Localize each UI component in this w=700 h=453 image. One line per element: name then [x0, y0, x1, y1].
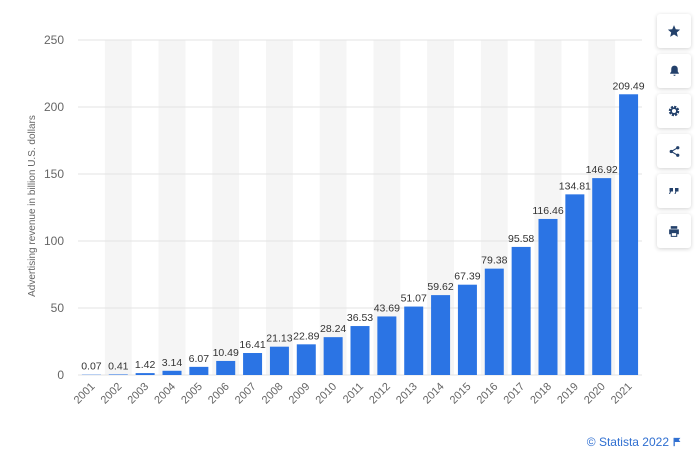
- y-axis-title: Advertising revenue in billion U.S. doll…: [27, 115, 38, 297]
- bar[interactable]: [538, 218, 558, 375]
- y-tick-label: 50: [51, 301, 65, 315]
- x-tick-label: 2014: [421, 381, 447, 407]
- x-tick-label: 2004: [152, 381, 178, 407]
- bar-value-label: 67.39: [454, 271, 480, 283]
- background-band: [212, 40, 240, 375]
- background-band: [319, 40, 347, 375]
- bar-value-label: 209.49: [613, 80, 645, 92]
- bar-value-label: 6.07: [189, 353, 210, 365]
- print-button[interactable]: [657, 214, 691, 248]
- bar[interactable]: [565, 194, 585, 375]
- y-tick-label: 250: [44, 33, 64, 47]
- y-tick-label: 150: [44, 167, 64, 181]
- x-tick-label: 2015: [448, 381, 474, 407]
- credit-text: © Statista 2022: [586, 435, 669, 449]
- favorite-button[interactable]: [657, 14, 691, 48]
- bar[interactable]: [511, 246, 531, 375]
- bar-value-label: 43.69: [374, 302, 400, 314]
- bar[interactable]: [269, 346, 289, 375]
- bar[interactable]: [135, 373, 155, 375]
- x-tick-label: 2018: [528, 381, 554, 407]
- notification-button[interactable]: [657, 54, 691, 88]
- x-tick-label: 2003: [125, 381, 151, 407]
- bar-value-label: 79.38: [481, 255, 507, 267]
- background-band: [266, 40, 293, 375]
- x-tick-label: 2006: [206, 381, 232, 407]
- bar-value-label: 146.92: [586, 164, 618, 176]
- x-tick-label: 2010: [313, 381, 339, 407]
- bar[interactable]: [296, 344, 316, 375]
- y-tick-label: 200: [44, 100, 64, 114]
- y-tick-label: 0: [57, 368, 64, 382]
- y-tick-label: 100: [44, 234, 64, 248]
- settings-button[interactable]: [657, 94, 691, 128]
- bar[interactable]: [457, 284, 477, 375]
- bar[interactable]: [377, 316, 397, 375]
- bar-value-label: 22.89: [293, 330, 319, 342]
- x-tick-label: 2005: [179, 381, 205, 407]
- bar[interactable]: [323, 337, 343, 375]
- background-band: [158, 40, 186, 375]
- x-tick-label: 2007: [233, 381, 259, 407]
- statista-credit[interactable]: © Statista 2022: [587, 435, 682, 449]
- bar-value-label: 0.41: [108, 360, 129, 372]
- x-tick-label: 2019: [555, 381, 581, 407]
- bar-value-label: 10.49: [213, 347, 239, 359]
- print-icon: [669, 225, 679, 237]
- bar-value-label: 95.58: [508, 233, 534, 245]
- bar[interactable]: [592, 178, 612, 375]
- bar-value-label: 1.42: [135, 359, 156, 371]
- flag-icon: [673, 437, 681, 447]
- quote-icon: [669, 188, 679, 194]
- x-tick-label: 2002: [99, 381, 125, 407]
- bar-value-label: 59.62: [427, 281, 453, 293]
- bar[interactable]: [619, 94, 639, 376]
- bar-value-label: 0.07: [81, 361, 102, 373]
- bar[interactable]: [431, 295, 451, 375]
- bar-value-label: 21.13: [266, 333, 292, 345]
- bar-value-label: 3.14: [162, 357, 183, 369]
- star-icon: [667, 25, 681, 37]
- x-tick-label: 2016: [475, 381, 501, 407]
- x-tick-label: 2020: [582, 381, 608, 407]
- x-tick-label: 2017: [501, 381, 527, 407]
- bar[interactable]: [189, 366, 209, 375]
- bar-value-label: 51.07: [401, 293, 427, 305]
- x-tick-label: 2013: [394, 381, 420, 407]
- bar[interactable]: [108, 374, 128, 375]
- bar[interactable]: [404, 306, 424, 375]
- bar[interactable]: [350, 326, 370, 375]
- bar-value-label: 134.81: [559, 180, 591, 192]
- x-tick-label: 2009: [287, 381, 313, 407]
- bar-value-label: 36.53: [347, 312, 373, 324]
- side-toolbar: [657, 14, 691, 248]
- bar[interactable]: [243, 353, 263, 375]
- bar-value-label: 28.24: [320, 323, 346, 335]
- bar[interactable]: [216, 360, 236, 375]
- share-icon: [669, 145, 679, 157]
- share-button[interactable]: [657, 134, 691, 168]
- x-tick-label: 2001: [72, 381, 98, 407]
- bar-value-label: 16.41: [239, 339, 265, 351]
- bar[interactable]: [162, 370, 182, 375]
- x-tick-label: 2008: [260, 381, 286, 407]
- bar-value-label: 116.46: [532, 205, 563, 217]
- bell-icon: [669, 65, 679, 76]
- gear-icon: [668, 105, 680, 117]
- bar[interactable]: [484, 268, 504, 375]
- x-tick-label: 2021: [609, 381, 635, 407]
- cite-button[interactable]: [657, 174, 691, 208]
- background-band: [104, 40, 132, 375]
- x-tick-label: 2011: [341, 381, 366, 406]
- x-tick-label: 2012: [367, 381, 393, 407]
